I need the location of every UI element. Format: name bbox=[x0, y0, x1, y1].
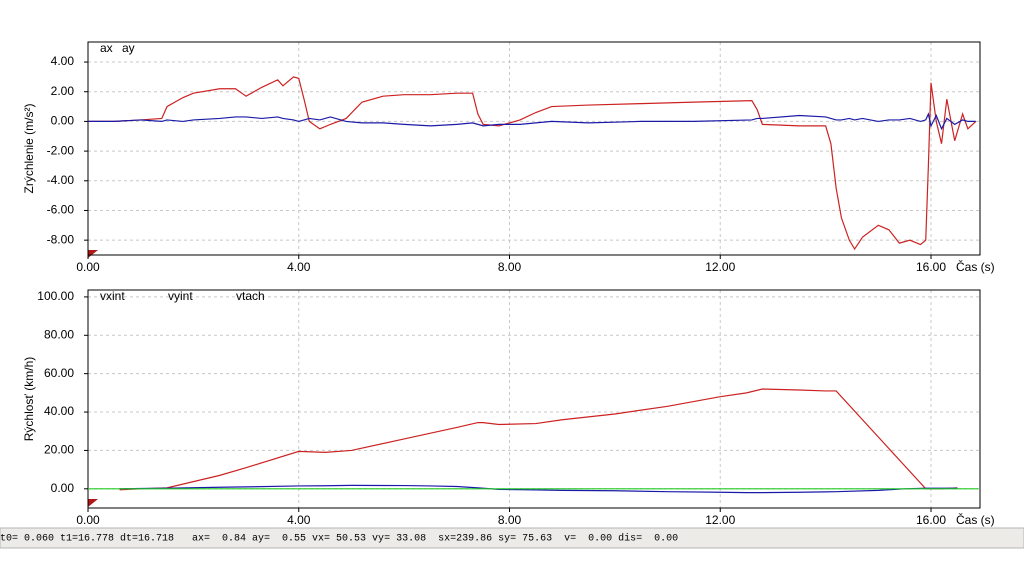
x-tick-label: 0.00 bbox=[76, 513, 100, 527]
series-line bbox=[119, 484, 958, 494]
y-tick-label: 20.00 bbox=[44, 443, 74, 457]
series-line bbox=[88, 76, 977, 251]
y-tick-label: 100.00 bbox=[37, 289, 74, 303]
x-tick-label: 8.00 bbox=[498, 513, 522, 527]
y-tick-label: 80.00 bbox=[44, 327, 74, 341]
plot-frame bbox=[87, 289, 981, 509]
legend-entry: vxint bbox=[100, 289, 125, 303]
legend-entry: vyint bbox=[168, 289, 193, 303]
y-tick-label: 60.00 bbox=[44, 366, 74, 380]
y-tick-label: 0.00 bbox=[51, 481, 75, 495]
y-axis-label: Rýchlosť (km/h) bbox=[22, 357, 36, 442]
y-tick-label: 40.00 bbox=[44, 404, 74, 418]
y-tick-label: -6.00 bbox=[47, 203, 75, 217]
x-tick-label: 4.00 bbox=[287, 513, 311, 527]
plot-frame bbox=[87, 41, 981, 256]
x-tick-label: 12.00 bbox=[705, 260, 735, 274]
x-tick-label: 16.00 bbox=[916, 260, 946, 274]
series-line bbox=[119, 388, 958, 491]
x-tick-label: 8.00 bbox=[498, 260, 522, 274]
legend-entry: ax bbox=[100, 41, 113, 55]
y-tick-label: -4.00 bbox=[47, 173, 75, 187]
cursor-marker[interactable] bbox=[88, 499, 98, 507]
y-axis-label: Zrýchlenie (m/s²) bbox=[22, 103, 36, 193]
status-text: t0= 0.060 t1=16.778 dt=16.718 ax= 0.84 a… bbox=[0, 533, 678, 545]
y-tick-label: 4.00 bbox=[51, 54, 75, 68]
legend-entry: ay bbox=[122, 41, 135, 55]
x-tick-label: 16.00 bbox=[916, 513, 946, 527]
y-tick-label: -2.00 bbox=[47, 143, 75, 157]
y-tick-label: 2.00 bbox=[51, 84, 75, 98]
cursor-marker[interactable] bbox=[88, 250, 98, 258]
x-tick-label: 12.00 bbox=[705, 513, 735, 527]
legend-entry: vtach bbox=[236, 289, 265, 303]
x-axis-label: Čas (s) bbox=[956, 512, 995, 527]
x-axis-label: Čas (s) bbox=[956, 259, 995, 274]
status-bar bbox=[0, 527, 1024, 549]
y-tick-label: -8.00 bbox=[47, 232, 75, 246]
series-line bbox=[88, 112, 976, 131]
x-tick-label: 4.00 bbox=[287, 260, 311, 274]
x-tick-label: 0.00 bbox=[76, 260, 100, 274]
y-tick-label: 0.00 bbox=[51, 114, 75, 128]
